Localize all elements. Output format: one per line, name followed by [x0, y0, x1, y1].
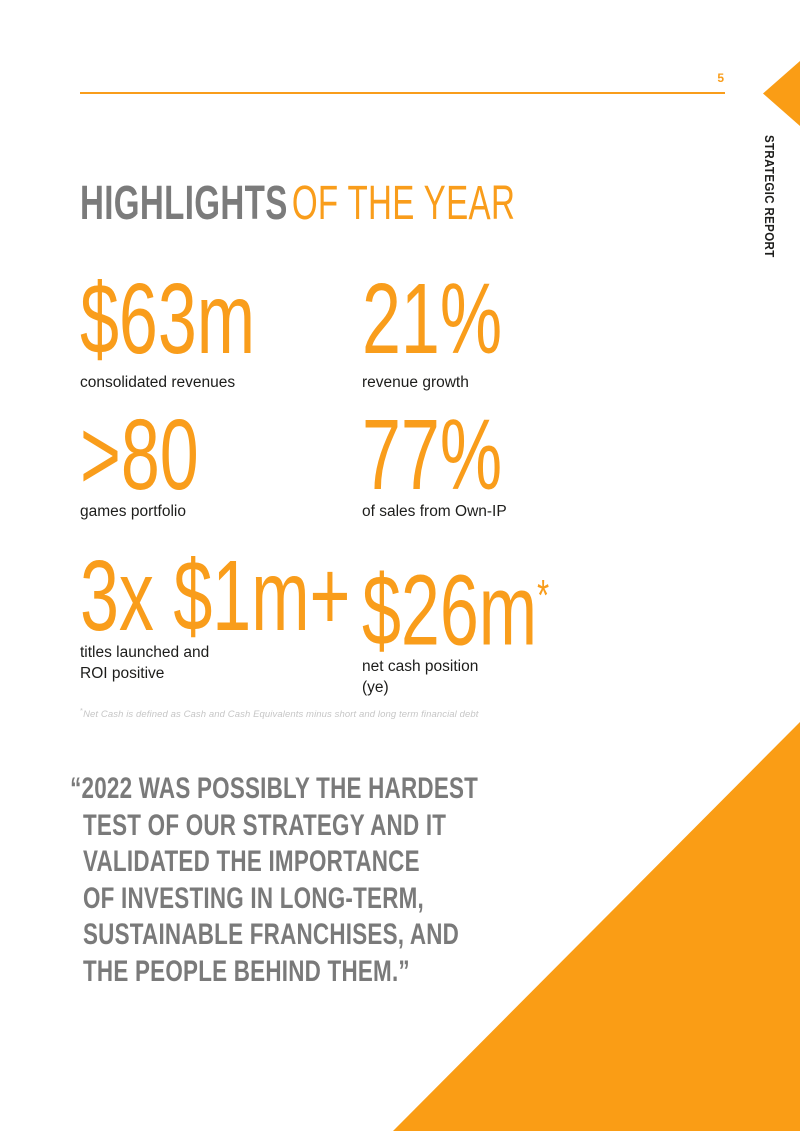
stat-consolidated-revenues: $63m consolidated revenues: [80, 269, 380, 393]
stat-value-text: $26m: [362, 554, 538, 667]
page-title-light: OF THE YEAR: [291, 177, 516, 230]
footnote: *Net Cash is defined as Cash and Cash Eq…: [80, 706, 479, 720]
stat-games-portfolio: >80 games portfolio: [80, 405, 380, 522]
stat-titles-launched: 3x $1m+ titles launched and ROI positive: [80, 546, 380, 684]
stat-label: revenue growth: [362, 374, 469, 391]
stat-value: $63m: [80, 263, 256, 375]
stat-label: titles launched and ROI positive: [80, 644, 210, 682]
stat-value: $26m*: [362, 546, 572, 660]
stat-label: of sales from Own-IP: [362, 503, 507, 520]
footnote-text: Net Cash is defined as Cash and Cash Equ…: [83, 709, 479, 721]
stat-value: 3x $1m+: [80, 540, 351, 652]
page-title: HIGHLIGHTSOF THE YEAR: [80, 180, 515, 228]
page-number: 5: [717, 71, 724, 85]
stat-label: consolidated revenues: [80, 374, 236, 391]
header-rule: [80, 92, 725, 94]
stat-value: >80: [80, 399, 199, 511]
stat-net-cash: $26m* net cash position (ye): [362, 546, 662, 698]
stat-label: net cash position (ye): [362, 658, 479, 697]
page-title-bold: HIGHLIGHTS: [80, 177, 288, 230]
stat-asterisk: *: [537, 571, 550, 620]
stat-own-ip-sales: 77% of sales from Own-IP: [362, 405, 662, 522]
pull-quote: “2022 WAS POSSIBLY THE HARDEST TEST OF O…: [70, 772, 479, 988]
corner-arrow-icon: [763, 61, 800, 126]
stat-value: 77%: [362, 399, 503, 511]
footnote-marker: *: [80, 706, 84, 715]
side-tab-label: STRATEGIC REPORT: [762, 135, 776, 258]
stat-value: 21%: [362, 263, 503, 375]
stat-revenue-growth: 21% revenue growth: [362, 269, 662, 393]
stat-label: games portfolio: [80, 503, 186, 520]
